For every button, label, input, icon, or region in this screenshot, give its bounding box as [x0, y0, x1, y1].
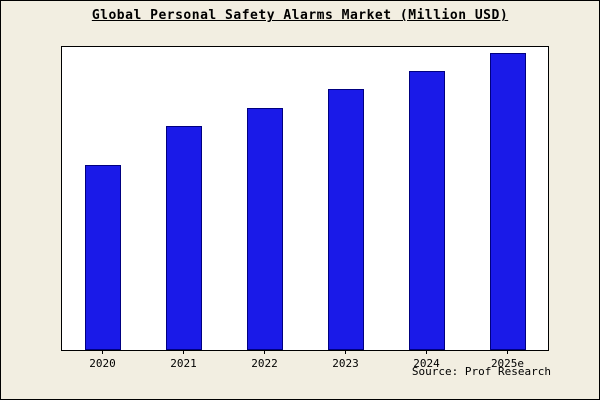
bar-slot [143, 47, 224, 350]
bar-slot [305, 47, 386, 350]
bar-2025e [489, 53, 526, 350]
x-label-slot: 2024 [386, 350, 467, 370]
bar-2020 [84, 165, 121, 350]
x-label-slot: 2023 [305, 350, 386, 370]
x-label-slot: 2025e [467, 350, 548, 370]
bar-2024 [408, 71, 445, 350]
x-label-slot: 2021 [143, 350, 224, 370]
bar-2021 [165, 125, 202, 350]
x-axis-tick [264, 350, 265, 354]
x-axis-tick [102, 350, 103, 354]
x-tick-label: 2023 [332, 357, 359, 370]
x-tick-label: 2025e [490, 357, 525, 370]
x-axis-tick [345, 350, 346, 354]
chart-title: Global Personal Safety Alarms Market (Mi… [91, 8, 509, 23]
bar-2023 [327, 89, 364, 350]
bar-slot [62, 47, 143, 350]
plot-area [61, 46, 549, 351]
x-axis-labels: 2020 2021 2022 2023 2024 2025e [62, 350, 548, 370]
x-label-slot: 2022 [224, 350, 305, 370]
x-label-slot: 2020 [62, 350, 143, 370]
bar-slot [467, 47, 548, 350]
x-tick-label: 2024 [413, 357, 440, 370]
bar-2022 [246, 107, 283, 350]
source-note: Source: Prof Research [411, 365, 551, 378]
bar-slot [386, 47, 467, 350]
x-tick-label: 2020 [89, 357, 116, 370]
x-axis-tick [183, 350, 184, 354]
x-tick-label: 2021 [170, 357, 197, 370]
x-tick-label: 2022 [251, 357, 278, 370]
x-axis-tick [507, 350, 508, 354]
x-axis-tick [426, 350, 427, 354]
bars [62, 47, 548, 350]
bar-slot [224, 47, 305, 350]
